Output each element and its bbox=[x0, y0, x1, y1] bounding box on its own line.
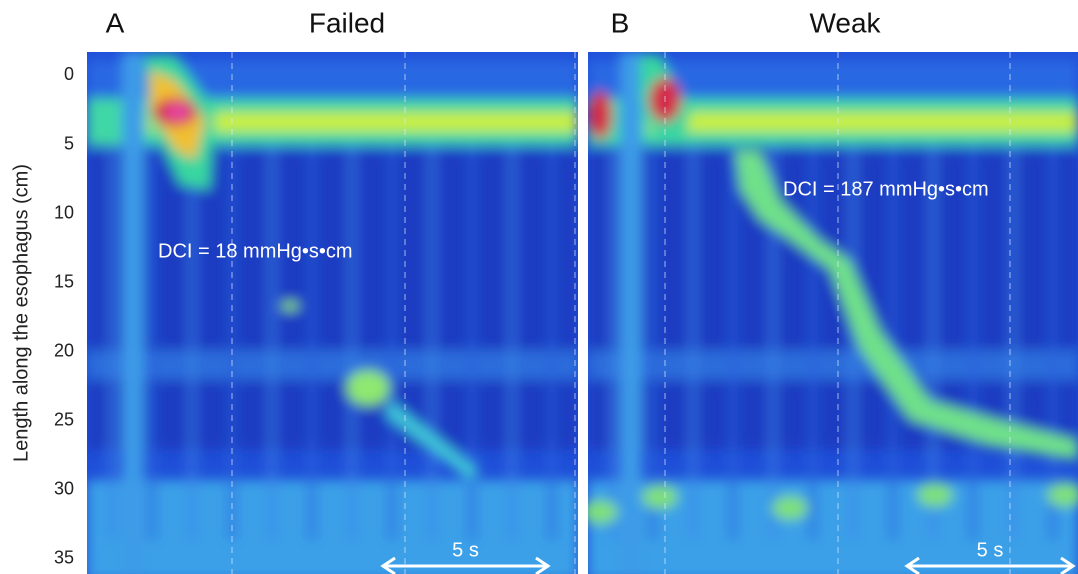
stripe bbox=[648, 140, 658, 540]
y-tick-label: 15 bbox=[54, 271, 74, 291]
wave bbox=[735, 150, 1078, 460]
band bbox=[588, 150, 1078, 450]
band bbox=[87, 150, 578, 450]
y-tick-label: 20 bbox=[54, 340, 74, 360]
stripe bbox=[768, 140, 778, 540]
stripe bbox=[808, 140, 818, 540]
stripe bbox=[620, 52, 642, 574]
y-axis-label: Length along the esophagus (cm) bbox=[10, 164, 32, 462]
heatmap bbox=[87, 52, 578, 574]
stripe bbox=[427, 140, 437, 540]
y-tick-label: 0 bbox=[64, 64, 74, 84]
stripe bbox=[507, 140, 517, 540]
scale-label: 5 s bbox=[452, 539, 479, 561]
stripe bbox=[888, 140, 898, 540]
stripe bbox=[688, 140, 698, 540]
stripe bbox=[467, 140, 477, 540]
band bbox=[87, 480, 578, 574]
stripe bbox=[267, 140, 277, 540]
stripe bbox=[347, 140, 357, 540]
y-tick-label: 10 bbox=[54, 202, 74, 222]
blob bbox=[917, 483, 953, 507]
blob bbox=[346, 370, 390, 406]
y-tick-label: 35 bbox=[54, 548, 74, 568]
wave bbox=[385, 400, 480, 480]
heatmap-texture bbox=[588, 52, 1078, 574]
stripe bbox=[107, 140, 117, 540]
scale-arrow bbox=[904, 556, 1076, 574]
y-tick-label: 30 bbox=[54, 479, 74, 499]
stripe bbox=[968, 140, 978, 540]
stripe bbox=[387, 140, 397, 540]
stripe bbox=[147, 140, 157, 540]
blob bbox=[772, 496, 808, 520]
panel-title: Weak bbox=[809, 7, 881, 38]
stripe bbox=[928, 140, 938, 540]
les-inner bbox=[147, 112, 578, 132]
stripe bbox=[547, 140, 557, 540]
scale-arrow bbox=[380, 556, 551, 574]
y-tick-label: 5 bbox=[64, 133, 74, 153]
stripe bbox=[187, 140, 197, 540]
peak bbox=[166, 104, 190, 120]
blob bbox=[1047, 483, 1078, 507]
y-tick-label: 25 bbox=[54, 409, 74, 429]
stripe bbox=[848, 140, 858, 540]
panel-label: B bbox=[611, 7, 630, 38]
stripe bbox=[608, 140, 618, 540]
blob bbox=[281, 301, 299, 311]
band bbox=[87, 350, 578, 380]
stripe bbox=[307, 140, 317, 540]
stripe bbox=[1048, 140, 1058, 540]
les-inner bbox=[648, 112, 1078, 132]
band bbox=[588, 350, 1078, 380]
panel-label: A bbox=[106, 7, 125, 38]
peak bbox=[588, 91, 612, 139]
stripe bbox=[122, 52, 144, 574]
stripe bbox=[1008, 140, 1018, 540]
stripe bbox=[728, 140, 738, 540]
blob bbox=[642, 485, 678, 509]
panel-title: Failed bbox=[309, 7, 385, 38]
heatmap-texture bbox=[87, 52, 578, 574]
panel-divider bbox=[578, 45, 588, 574]
dci-annotation: DCI = 187 mmHg•s•cm bbox=[783, 178, 989, 200]
blob bbox=[588, 500, 618, 524]
scale-label: 5 s bbox=[977, 539, 1004, 561]
heatmap bbox=[588, 52, 1078, 574]
dci-annotation: DCI = 18 mmHg•s•cm bbox=[158, 240, 353, 262]
